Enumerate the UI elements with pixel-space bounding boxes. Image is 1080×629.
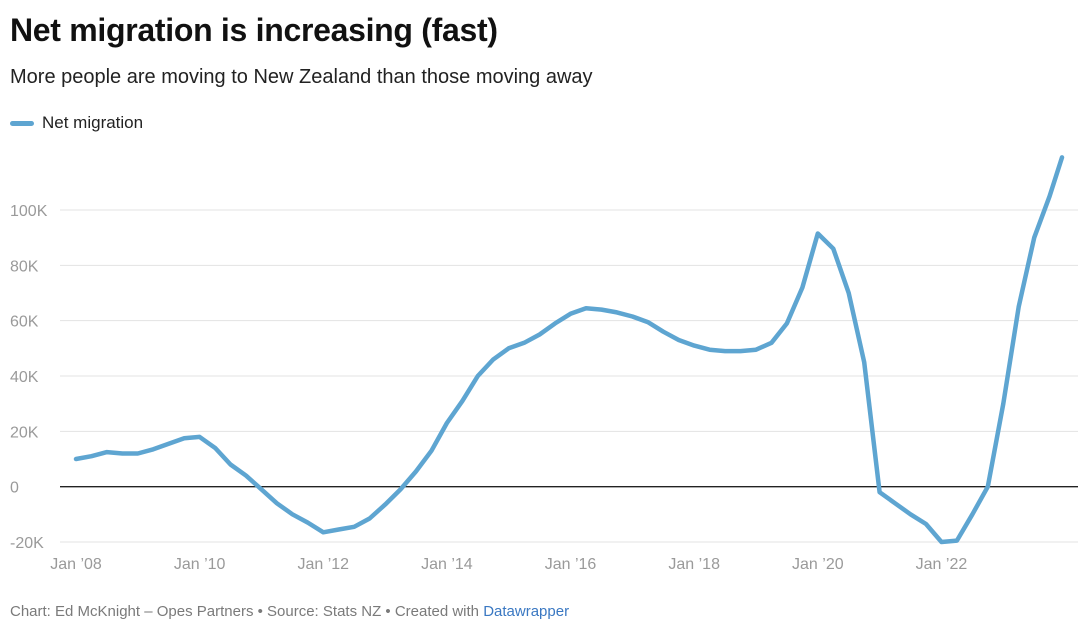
chart-footer: Chart: Ed McKnight – Opes Partners • Sou…	[10, 603, 569, 620]
x-tick-label: Jan ’08	[50, 556, 102, 573]
y-tick-label: 100K	[10, 203, 48, 220]
y-tick-label: 20K	[10, 424, 39, 441]
y-tick-label: 80K	[10, 258, 39, 275]
footer-credit: Chart: Ed McKnight – Opes Partners • Sou…	[10, 603, 484, 620]
chart-subtitle: More people are moving to New Zealand th…	[10, 66, 593, 88]
series-line-net-migration	[73, 155, 1065, 545]
chart-title: Net migration is increasing (fast)	[10, 12, 498, 48]
x-tick-label: Jan ’14	[421, 556, 473, 573]
y-tick-label: -20K	[10, 535, 44, 552]
datawrapper-link[interactable]: Datawrapper	[483, 603, 570, 620]
x-tick-label: Jan ’18	[668, 556, 720, 573]
x-tick-label: Jan ’22	[916, 556, 968, 573]
legend-swatch	[10, 120, 34, 126]
x-tick-label: Jan ’16	[545, 556, 597, 573]
y-tick-label: 60K	[10, 314, 39, 331]
y-tick-label: 40K	[10, 369, 39, 386]
legend: Net migration	[10, 113, 143, 133]
y-tick-label: 0	[10, 480, 19, 497]
legend-label: Net migration	[42, 113, 144, 132]
x-tick-label: Jan ’20	[792, 556, 844, 573]
x-tick-label: Jan ’12	[297, 556, 349, 573]
x-tick-label: Jan ’10	[174, 556, 226, 573]
